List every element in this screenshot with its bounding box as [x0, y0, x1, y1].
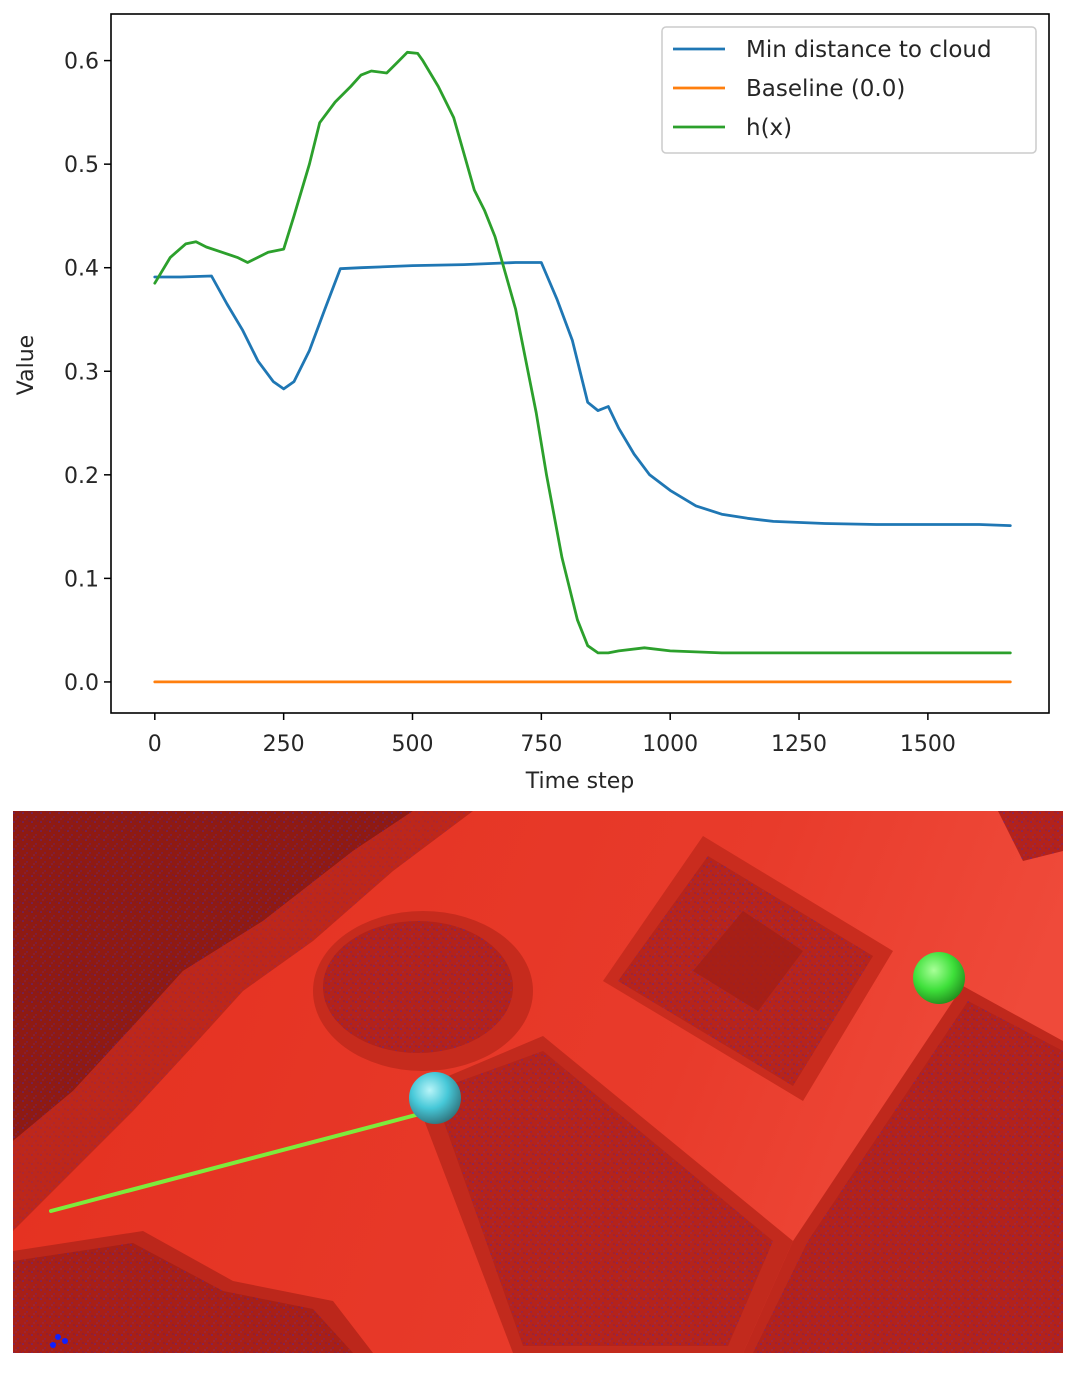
series-line-1 — [153, 261, 1012, 527]
y-tick-label: 0.3 — [64, 360, 99, 385]
y-tick-label: 0.2 — [64, 464, 99, 489]
y-tick-label: 0.1 — [64, 567, 99, 592]
legend-entry: Baseline (0.0) — [746, 76, 905, 102]
y-axis-ticks: 0.0 0.1 0.2 0.3 0.4 0.5 0.6 — [64, 50, 111, 696]
agent-sphere — [409, 1072, 461, 1124]
y-tick-label: 0.0 — [64, 671, 99, 696]
robot-scene-view — [13, 811, 1063, 1353]
series-line-3 — [153, 50, 1012, 655]
top-right-obstacle — [998, 811, 1063, 861]
x-tick-label: 1000 — [642, 732, 698, 757]
x-tick-label: 1250 — [771, 732, 827, 757]
y-tick-label: 0.5 — [64, 153, 99, 178]
x-axis-label: Time step — [525, 769, 634, 794]
top-left-wall — [13, 811, 473, 1231]
x-axis-ticks: 0 250 500 750 1000 1250 1500 — [148, 713, 956, 757]
round-obstacle — [313, 911, 533, 1071]
x-tick-label: 250 — [263, 732, 305, 757]
x-tick-label: 750 — [520, 732, 562, 757]
goal-sphere — [913, 952, 965, 1004]
line-chart: 0.0 0.1 0.2 0.3 0.4 0.5 0.6 0 250 500 750 1000 1250… — [14, 13, 1050, 794]
bottom-left-obstacle — [13, 1231, 373, 1353]
square-obstacle — [603, 836, 893, 1101]
x-tick-label: 500 — [392, 732, 434, 757]
legend-box — [661, 26, 1037, 154]
y-tick-label: 0.4 — [64, 257, 99, 282]
legend-entry: h(x) — [746, 115, 792, 141]
x-tick-label: 1500 — [900, 732, 956, 757]
legend: Min distance to cloud Baseline (0.0) h(x) — [661, 26, 1037, 154]
y-axis-label: Value — [14, 335, 39, 395]
series-lines — [153, 50, 1012, 684]
x-tick-label: 0 — [148, 732, 162, 757]
planned-path-line — [49, 1109, 433, 1213]
large-slab-obstacle — [413, 1036, 793, 1353]
y-tick-label: 0.6 — [64, 50, 99, 75]
legend-entry: Min distance to cloud — [746, 37, 992, 63]
right-obstacle — [743, 986, 1063, 1353]
